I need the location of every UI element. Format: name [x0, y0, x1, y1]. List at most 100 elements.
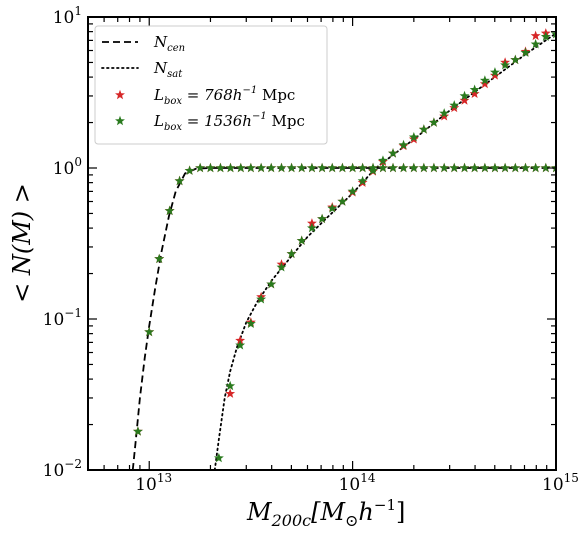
- data-point-sat-lbox-768: [479, 78, 490, 89]
- data-point-cen-lbox-1536: [530, 162, 541, 173]
- x-axis-label: M200c[M⊙h−1]: [246, 496, 405, 530]
- data-point-sat-lbox-1536: [459, 90, 470, 101]
- data-point-sat-lbox-1536: [256, 294, 267, 304]
- x-tick-label: 1013: [135, 471, 172, 495]
- data-point-cen-lbox-1536: [388, 162, 398, 173]
- axes-frame: [87, 16, 557, 471]
- data-point-sat-lbox-1536: [388, 148, 398, 158]
- data-point-sat-lbox-768: [490, 70, 500, 80]
- data-point-cen-lbox-1536: [490, 162, 500, 173]
- data-point-cen-lbox-1536: [418, 162, 429, 173]
- data-point-sat-lbox-1536: [428, 117, 439, 127]
- series-line-n-cen: [131, 167, 556, 470]
- data-point-sat-lbox-1536: [439, 108, 450, 118]
- data-point-cen-lbox-1536: [540, 162, 551, 173]
- data-point-sat-lbox-1536: [551, 28, 556, 39]
- data-point-cen-lbox-1536: [225, 162, 236, 173]
- data-point-cen-lbox-1536: [337, 162, 348, 173]
- data-point-cen-lbox-1536: [132, 426, 143, 436]
- data-point-sat-lbox-1536: [490, 67, 500, 77]
- data-point-sat-lbox-1536: [520, 47, 531, 57]
- data-point-cen-lbox-1536: [215, 162, 226, 173]
- data-point-cen-lbox-1536: [245, 162, 256, 173]
- data-point-cen-lbox-1536: [235, 162, 246, 173]
- data-point-cen-lbox-1536: [144, 326, 155, 337]
- data-point-sat-lbox-1536: [225, 380, 236, 391]
- data-point-sat-lbox-1536: [245, 318, 256, 328]
- data-point-sat-lbox-1536: [286, 248, 297, 259]
- data-point-sat-lbox-1536: [213, 452, 224, 463]
- data-point-sat-lbox-1536: [510, 54, 521, 65]
- legend-label: Lbox = 768h−1 Mpc: [153, 85, 295, 107]
- data-point-sat-lbox-1536: [449, 100, 460, 110]
- data-point-cen-lbox-1536: [174, 175, 185, 186]
- data-point-sat-lbox-768: [459, 95, 470, 105]
- data-point-cen-lbox-1536: [195, 162, 206, 173]
- data-point-cen-lbox-1536: [510, 162, 521, 173]
- data-point-cen-lbox-1536: [520, 162, 531, 173]
- data-point-sat-lbox-1536: [276, 262, 287, 272]
- data-point-sat-lbox-1536: [347, 186, 358, 196]
- data-point-sat-lbox-1536: [469, 84, 480, 94]
- data-point-sat-lbox-1536: [500, 59, 511, 70]
- data-point-cen-lbox-1536: [500, 162, 511, 173]
- y-tick-label: 101: [53, 4, 82, 28]
- data-point-sat-lbox-1536: [327, 203, 338, 213]
- data-point-cen-lbox-1536: [439, 162, 450, 173]
- data-point-sat-lbox-1536: [418, 124, 429, 134]
- data-point-cen-lbox-1536: [408, 162, 419, 173]
- x-tick-label: 1014: [339, 471, 376, 495]
- data-point-sat-lbox-1536: [337, 196, 348, 206]
- data-markers: [132, 28, 556, 463]
- data-point-cen-lbox-1536: [327, 162, 338, 173]
- legend-label: Ncen: [153, 33, 185, 54]
- legend: Ncen Nsat Lbox = 768h−1 Mpc Lbox = 1536h−1 …: [94, 25, 328, 145]
- data-point-cen-lbox-1536: [154, 253, 165, 264]
- legend-box: [94, 25, 328, 145]
- data-point-sat-lbox-1536: [235, 340, 246, 350]
- data-point-cen-lbox-1536: [184, 165, 195, 175]
- data-point-sat-lbox-1536: [479, 75, 490, 85]
- data-point-sat-lbox-768: [530, 30, 541, 41]
- data-point-sat-lbox-768: [225, 388, 236, 398]
- data-point-cen-lbox-1536: [286, 162, 297, 173]
- axis-labels: M200c[M⊙h−1] < N(M) >: [8, 183, 405, 530]
- legend-label: Nsat: [153, 59, 183, 80]
- y-tick-label: 10−1: [43, 306, 82, 330]
- data-point-cen-lbox-1536: [398, 162, 409, 173]
- legend-marker-lbox-1536: [115, 115, 125, 126]
- data-point-sat-lbox-768: [235, 335, 246, 345]
- plot-frame: [87, 16, 557, 471]
- y-tick-label: 100: [53, 155, 82, 179]
- x-tick-label: 1015: [542, 471, 579, 495]
- data-point-cen-lbox-1536: [357, 162, 368, 173]
- data-point-cen-lbox-1536: [449, 162, 460, 173]
- y-axis-label: < N(M) >: [8, 183, 36, 303]
- data-point-sat-lbox-768: [307, 218, 317, 228]
- data-point-cen-lbox-1536: [307, 162, 317, 173]
- legend-marker-lbox-768: [115, 89, 125, 100]
- axis-ticks: 1013 1014 1015 10−2 10−1 100 101: [43, 4, 579, 495]
- data-point-sat-lbox-1536: [378, 155, 388, 165]
- data-point-cen-lbox-1536: [256, 162, 267, 173]
- data-point-sat-lbox-1536: [368, 165, 378, 175]
- data-point-cen-lbox-1536: [347, 162, 358, 173]
- data-point-cen-lbox-1536: [428, 162, 439, 173]
- data-point-sat-lbox-1536: [398, 139, 409, 150]
- data-point-sat-lbox-1536: [317, 213, 328, 224]
- data-point-cen-lbox-1536: [317, 162, 328, 173]
- data-point-cen-lbox-1536: [479, 162, 490, 173]
- data-point-cen-lbox-1536: [205, 162, 216, 173]
- y-tick-label: 10−2: [43, 457, 82, 481]
- data-point-sat-lbox-1536: [408, 131, 419, 142]
- data-point-sat-lbox-768: [439, 111, 450, 121]
- data-point-sat-lbox-1536: [307, 222, 317, 233]
- data-point-sat-lbox-1536: [266, 279, 277, 289]
- data-point-cen-lbox-1536: [469, 162, 480, 173]
- data-point-cen-lbox-1536: [296, 162, 307, 173]
- data-point-cen-lbox-1536: [378, 162, 388, 173]
- data-point-cen-lbox-1536: [276, 162, 287, 173]
- data-point-sat-lbox-1536: [530, 39, 541, 49]
